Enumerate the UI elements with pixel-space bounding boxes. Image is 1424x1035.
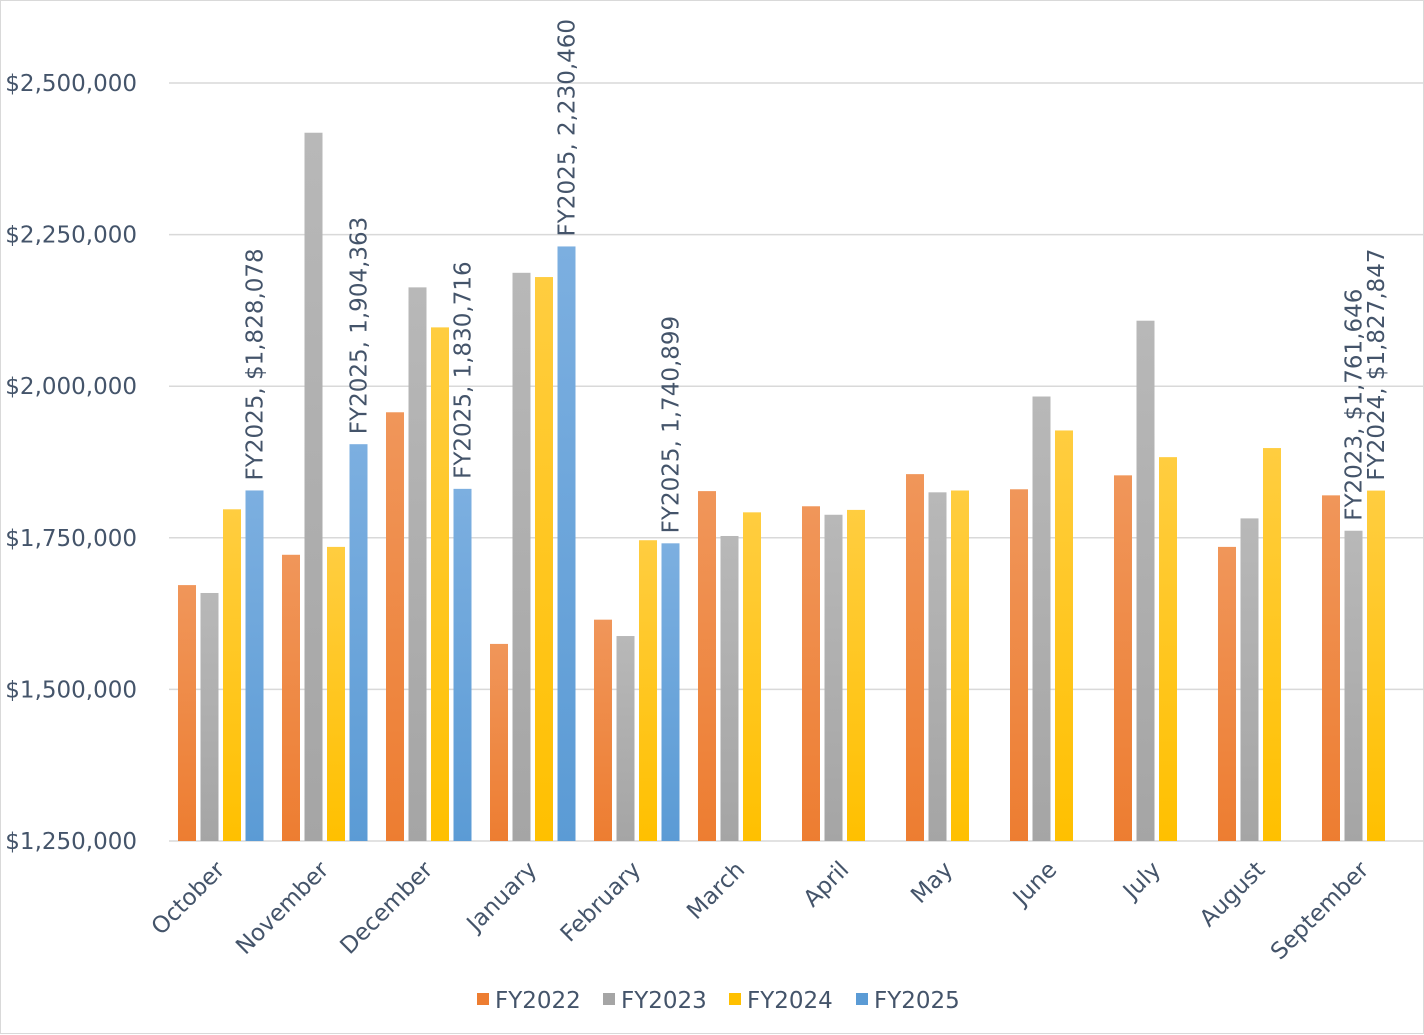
data-label: FY2023, $1,761,646 <box>1342 289 1368 521</box>
y-tick-label: $1,500,000 <box>5 677 137 703</box>
x-tick-label: June <box>1007 857 1062 912</box>
bar-fy2024-july <box>1159 457 1177 841</box>
data-labels: FY2025, $1,828,078 FY2025, 1,904,363 FY202… <box>243 19 1391 533</box>
bar-fy2025-february <box>661 543 680 841</box>
y-tick-label: $1,250,000 <box>5 829 137 855</box>
bar-fy2022-january <box>490 643 508 841</box>
bar-fy2023-october <box>200 592 219 841</box>
bar-fy2022-may <box>906 474 924 841</box>
bar-fy2022-february <box>594 619 612 841</box>
bar-fy2023-may <box>928 492 947 841</box>
bar-fy2024-march <box>743 512 761 841</box>
data-label: FY2024, $1,827,847 <box>1364 248 1390 480</box>
bar-fy2022-july <box>1114 475 1132 841</box>
x-tick-label: February <box>556 857 646 947</box>
x-tick-label: July <box>1117 857 1166 906</box>
bar-fy2022-october <box>178 585 196 841</box>
bar-fy2023-march <box>720 535 739 841</box>
bar-fy2025-november <box>349 444 368 841</box>
x-tick-label: October <box>147 856 231 940</box>
legend-swatch-fy2023 <box>603 993 615 1005</box>
bar-fy2024-april <box>847 509 865 841</box>
bar-fy2025-january <box>557 246 576 842</box>
bar-fy2023-november <box>304 132 323 841</box>
legend-label-fy2023: FY2023 <box>621 988 707 1014</box>
bar-fy2024-october <box>223 509 241 841</box>
bar-fy2023-april <box>824 514 843 841</box>
bar-fy2022-april <box>802 506 820 841</box>
x-tick-label: September <box>1266 856 1375 965</box>
bar-fy2024-august <box>1263 448 1281 841</box>
bar-fy2023-july <box>1136 320 1155 841</box>
bar-fy2022-november <box>282 554 300 841</box>
bar-fy2022-december <box>386 412 404 841</box>
bar-fy2022-august <box>1218 546 1236 841</box>
bar-fy2023-september <box>1344 530 1363 841</box>
x-tick-label: November <box>231 856 334 959</box>
x-tick-label: March <box>682 857 750 925</box>
bar-fy2023-august <box>1240 518 1259 841</box>
legend-swatch-fy2022 <box>477 993 489 1005</box>
x-tick-label: December <box>336 856 439 959</box>
y-axis-tick-labels: $1,250,000 $1,500,000 $1,750,000 $2,000,000… <box>5 71 137 855</box>
legend-swatch-fy2025 <box>856 993 868 1005</box>
data-label: FY2025, 1,904,363 <box>347 217 373 435</box>
bar-fy2024-may <box>951 490 969 841</box>
bar-fy2024-december <box>431 327 449 841</box>
bar-fy2023-june <box>1032 396 1051 841</box>
bar-fy2022-september <box>1322 495 1340 841</box>
y-tick-label: $1,750,000 <box>5 526 137 552</box>
x-tick-label: May <box>906 857 958 909</box>
y-tick-label: $2,000,000 <box>5 374 137 400</box>
bar-fy2023-february <box>616 636 635 841</box>
bar-fy2025-december <box>453 488 472 841</box>
legend: FY2022 FY2023 FY2024 FY2025 <box>477 988 960 1014</box>
bar-fy2024-february <box>639 540 657 841</box>
y-tick-label: $2,250,000 <box>5 223 137 249</box>
bar-fy2023-january <box>512 272 531 841</box>
data-label: FY2025, $1,828,078 <box>243 248 269 480</box>
bar-fy2024-june <box>1055 430 1073 841</box>
bar-fy2024-november <box>327 546 345 841</box>
legend-label-fy2022: FY2022 <box>495 988 581 1014</box>
bar-fy2024-january <box>535 277 553 842</box>
gridlines <box>169 82 1423 842</box>
bar-fy2023-december <box>408 287 427 841</box>
bar-fy2024-september <box>1367 490 1385 841</box>
bar-fy2022-june <box>1010 489 1028 841</box>
bars <box>178 132 1385 842</box>
x-tick-label: January <box>461 857 542 938</box>
legend-label-fy2024: FY2024 <box>747 988 833 1014</box>
x-tick-label: August <box>1195 857 1270 932</box>
y-tick-label: $2,500,000 <box>5 71 137 97</box>
x-axis-tick-labels: October November December January February Ma… <box>147 856 1375 965</box>
bar-fy2025-october <box>245 490 264 841</box>
legend-label-fy2025: FY2025 <box>874 988 960 1014</box>
bar-fy2022-march <box>698 491 716 841</box>
data-label: FY2025, 1,740,899 <box>659 316 685 534</box>
legend-swatch-fy2024 <box>729 993 741 1005</box>
x-tick-label: April <box>799 857 855 913</box>
data-label: FY2025, 1,830,716 <box>451 261 477 479</box>
data-label: FY2025, 2,230,460 <box>555 19 581 237</box>
